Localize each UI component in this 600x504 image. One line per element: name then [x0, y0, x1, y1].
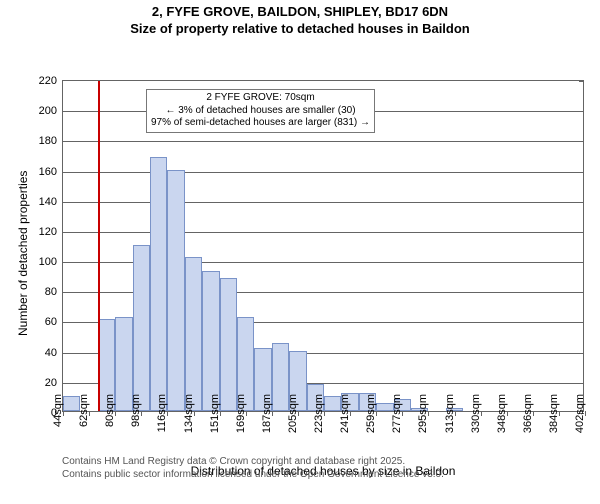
y-tick-label: 140 — [39, 196, 63, 208]
y-tick-label: 100 — [39, 256, 63, 268]
footer-line2: Contains public sector information licen… — [62, 469, 444, 482]
x-tick-label: 295sqm — [417, 394, 429, 438]
x-tick-label: 223sqm — [313, 394, 325, 438]
x-tick-label: 384sqm — [548, 394, 560, 438]
y-tick-label: 200 — [39, 105, 63, 117]
chart-title-line1: 2, FYFE GROVE, BAILDON, SHIPLEY, BD17 6D… — [0, 4, 600, 19]
y-tick-label: 60 — [45, 316, 63, 328]
gridline — [63, 232, 583, 233]
y-axis-label: Number of detached properties — [16, 171, 30, 336]
x-tick-label: 151sqm — [209, 394, 221, 438]
y-tick-label: 20 — [45, 377, 63, 389]
y-tick-label: 220 — [39, 75, 63, 87]
x-tick-label: 116sqm — [156, 394, 168, 438]
x-tick-label: 44sqm — [52, 394, 64, 438]
annotation-box: 2 FYFE GROVE: 70sqm← 3% of detached hous… — [146, 89, 375, 133]
chart-title-line2: Size of property relative to detached ho… — [0, 21, 600, 36]
y-tick-label: 160 — [39, 166, 63, 178]
x-tick-label: 313sqm — [444, 394, 456, 438]
footer-line1: Contains HM Land Registry data © Crown c… — [62, 456, 444, 469]
y-tick-label: 80 — [45, 286, 63, 298]
histogram-bar — [150, 157, 167, 411]
annotation-line: 97% of semi-detached houses are larger (… — [151, 117, 370, 130]
annotation-line: 2 FYFE GROVE: 70sqm — [151, 92, 370, 105]
x-tick-label: 348sqm — [496, 394, 508, 438]
x-tick-label: 169sqm — [235, 394, 247, 438]
histogram-bar — [202, 271, 219, 411]
histogram-bar — [220, 278, 237, 411]
x-tick-label: 205sqm — [287, 394, 299, 438]
histogram-bar — [185, 257, 202, 411]
x-tick-label: 98sqm — [130, 394, 142, 438]
x-tick-label: 330sqm — [470, 394, 482, 438]
gridline — [63, 202, 583, 203]
x-tick-label: 402sqm — [574, 394, 586, 438]
y-tick-label: 180 — [39, 135, 63, 147]
annotation-line: ← 3% of detached houses are smaller (30) — [151, 105, 370, 118]
histogram-bar — [167, 170, 184, 411]
gridline — [63, 141, 583, 142]
x-tick-label: 80sqm — [104, 394, 116, 438]
x-tick-label: 259sqm — [365, 394, 377, 438]
footer-attribution: Contains HM Land Registry data © Crown c… — [62, 456, 444, 481]
x-tick-label: 366sqm — [522, 394, 534, 438]
y-tick-label: 120 — [39, 226, 63, 238]
property-marker-line — [98, 81, 100, 411]
histogram-bar — [133, 245, 150, 411]
x-tick-label: 134sqm — [183, 394, 195, 438]
x-tick-label: 241sqm — [339, 394, 351, 438]
y-tick-label: 40 — [45, 347, 63, 359]
plot-area: 0204060801001201401601802002202 FYFE GRO… — [62, 80, 584, 412]
gridline — [63, 172, 583, 173]
x-tick-label: 62sqm — [78, 394, 90, 438]
x-tick-label: 277sqm — [391, 394, 403, 438]
x-tick-label: 187sqm — [261, 394, 273, 438]
